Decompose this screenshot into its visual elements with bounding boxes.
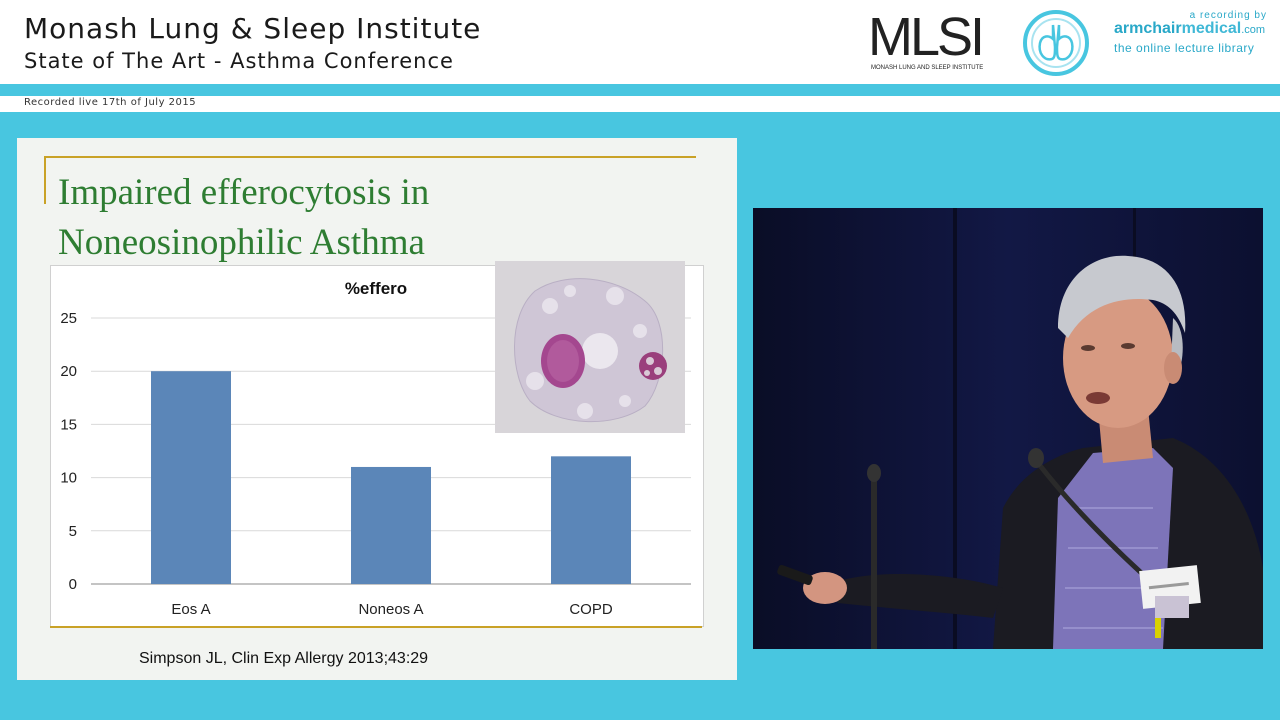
x-tick-label: Eos A xyxy=(171,601,210,618)
bar-eos-a xyxy=(151,371,231,584)
mlsi-logo-caption: MONASH LUNG AND SLEEP INSTITUTE xyxy=(871,65,984,71)
recorded-date: Recorded live 17th of July 2015 xyxy=(24,97,197,108)
recording-by-label: a recording by xyxy=(1189,10,1267,21)
conference-subtitle: State of The Art - Asthma Conference xyxy=(24,49,454,73)
header-banner: Monash Lung & Sleep Institute State of T… xyxy=(0,0,1280,84)
slide-title-line1: Impaired efferocytosis in xyxy=(58,172,430,213)
y-tick-label: 5 xyxy=(69,523,77,540)
mlsi-logo: MLSI MONASH LUNG AND SLEEP INSTITUTE xyxy=(868,7,1003,74)
slide-citation: Simpson JL, Clin Exp Allergy 2013;43:29 xyxy=(139,650,429,667)
chart-bars xyxy=(151,371,631,584)
chart-y-ticks: 0 5 10 15 20 25 xyxy=(60,310,77,593)
bar-noneos-a xyxy=(351,466,431,584)
chart-title: %effero xyxy=(345,279,407,298)
presentation-slide: Impaired efferocytosis in Noneosinophili… xyxy=(17,138,737,680)
y-tick-label: 20 xyxy=(60,363,77,380)
slide-title-line2: Noneosinophilic Asthma xyxy=(58,222,425,263)
slide-rule-bottom xyxy=(50,626,702,628)
x-tick-label: COPD xyxy=(569,601,613,618)
brand-medical: medical xyxy=(1181,20,1242,37)
y-tick-label: 0 xyxy=(69,576,77,593)
slide-rule-top xyxy=(44,156,696,158)
brand-arm: armchair xyxy=(1114,20,1182,37)
brand-tagline: the online lecture library xyxy=(1114,41,1255,55)
armchair-medical-logo: armchairmedical.com xyxy=(1114,20,1265,38)
mlsi-logo-text: MLSI xyxy=(868,7,985,67)
conference-title: Monash Lung & Sleep Institute xyxy=(24,12,482,45)
y-tick-label: 15 xyxy=(60,416,77,433)
slide-title: Impaired efferocytosis in Noneosinophili… xyxy=(58,168,429,268)
microscopy-image xyxy=(495,261,685,433)
brand-com: .com xyxy=(1241,24,1266,36)
y-tick-label: 10 xyxy=(60,470,77,487)
x-tick-label: Noneos A xyxy=(358,601,423,618)
chart-x-ticks: Eos A Noneos A COPD xyxy=(171,601,612,618)
speaker-video xyxy=(753,208,1263,649)
recorded-strip: Recorded live 17th of July 2015 xyxy=(0,96,1280,112)
y-tick-label: 25 xyxy=(60,310,77,327)
slide-rule-left xyxy=(44,156,46,204)
lung-logo-icon xyxy=(1023,10,1089,76)
bar-copd xyxy=(551,456,631,584)
speaker-video-frame xyxy=(753,208,1263,649)
